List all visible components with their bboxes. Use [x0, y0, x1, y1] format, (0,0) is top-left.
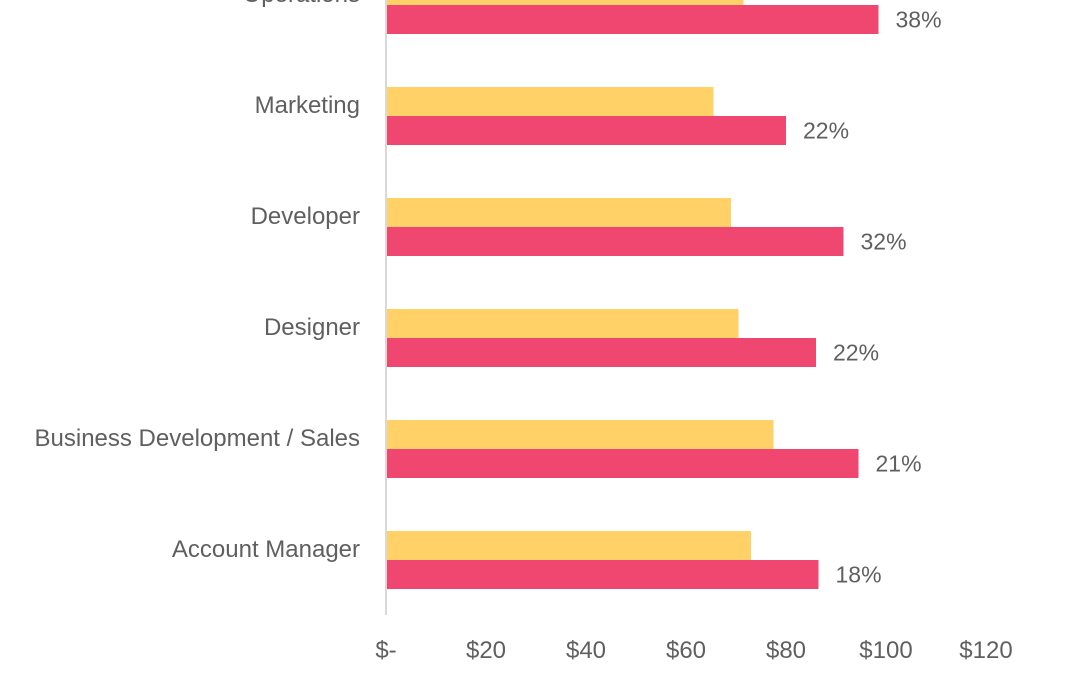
x-tick-label-20: $20 — [466, 637, 506, 664]
bar-business-development-sales-series-2 — [386, 449, 859, 478]
x-tick-label-100: $100 — [859, 637, 912, 664]
bar-business-development-sales-series-1 — [386, 420, 774, 449]
bar-account-manager-series-2 — [386, 560, 819, 589]
bars-group — [386, 0, 879, 589]
data-label-marketing: 22% — [803, 118, 849, 144]
bar-designer-series-2 — [386, 338, 816, 367]
bar-account-manager-series-1 — [386, 531, 751, 560]
category-labels: Operations Marketing Developer Designer Busi… — [35, 0, 361, 563]
data-label-designer: 22% — [833, 340, 879, 366]
data-labels: 38% 22% 32% 22% 21% 18% — [803, 7, 942, 588]
bar-operations-series-1 — [386, 0, 744, 5]
x-tick-label-60: $60 — [666, 637, 706, 664]
data-label-developer: 32% — [861, 229, 907, 255]
x-tick-label-0: $- — [375, 637, 396, 664]
bar-developer-series-1 — [386, 198, 731, 227]
category-label-designer: Designer — [264, 314, 360, 341]
category-label-developer: Developer — [251, 203, 360, 230]
bar-designer-series-1 — [386, 309, 739, 338]
bar-developer-series-2 — [386, 227, 844, 256]
data-label-operations: 38% — [896, 7, 942, 33]
data-label-business-development-sales: 21% — [876, 451, 922, 477]
x-axis-tick-labels: $- $20 $40 $60 $80 $100 $120 — [375, 637, 1012, 664]
category-label-operations: Operations — [243, 0, 360, 8]
category-label-business-development-sales: Business Development / Sales — [35, 425, 361, 452]
bar-marketing-series-2 — [386, 116, 786, 145]
x-tick-label-40: $40 — [566, 637, 606, 664]
data-label-account-manager: 18% — [836, 562, 882, 588]
x-tick-label-120: $120 — [959, 637, 1012, 664]
bar-marketing-series-1 — [386, 87, 714, 116]
category-label-marketing: Marketing — [255, 92, 360, 119]
bar-operations-series-2 — [386, 5, 879, 34]
x-tick-label-80: $80 — [766, 637, 806, 664]
category-label-account-manager: Account Manager — [172, 536, 360, 563]
